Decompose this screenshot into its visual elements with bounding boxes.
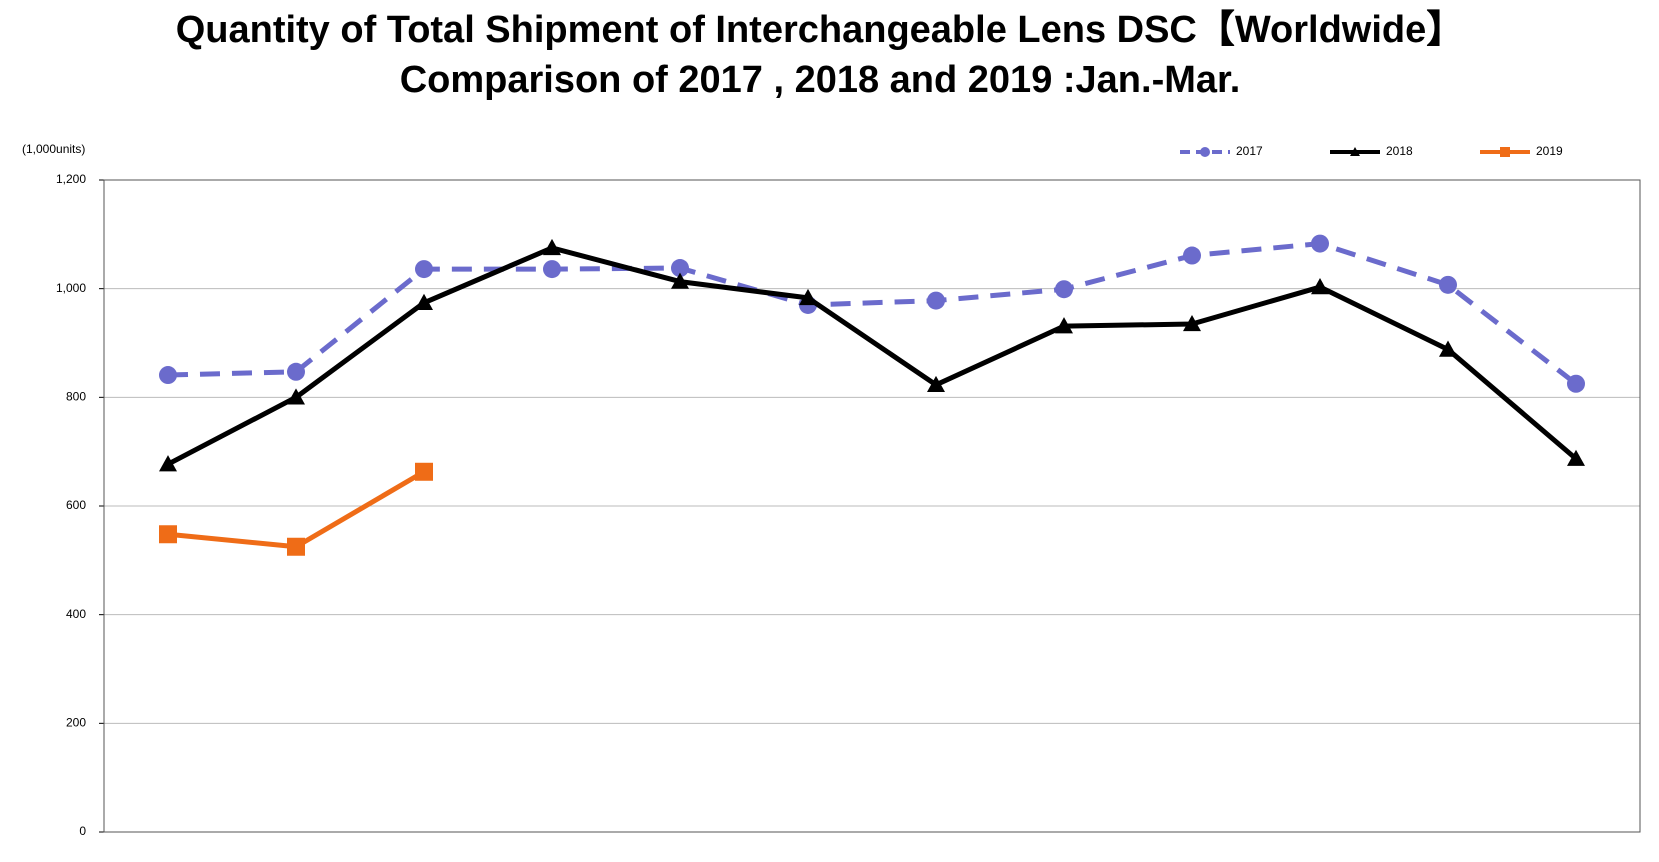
marker: [1567, 374, 1585, 393]
marker: [159, 455, 177, 472]
marker: [543, 260, 561, 279]
marker: [671, 272, 689, 289]
marker: [1183, 246, 1201, 265]
y-axis-label: (1,000units): [22, 142, 85, 156]
marker: [1311, 278, 1329, 295]
marker: [415, 462, 433, 481]
plot-frame: [103, 179, 1641, 833]
legend-label: 2017: [1236, 144, 1263, 158]
marker: [1183, 314, 1201, 332]
y-tick-label: 400: [66, 607, 86, 621]
marker: [415, 293, 433, 310]
marker: [799, 288, 817, 306]
marker: [1567, 449, 1585, 466]
marker: [1055, 317, 1073, 334]
y-tick-label: 600: [66, 498, 86, 512]
marker: [1500, 147, 1510, 157]
marker: [159, 525, 177, 544]
legend-label: 2018: [1386, 144, 1413, 158]
marker: [543, 238, 561, 256]
marker: [1439, 340, 1457, 357]
marker: [927, 291, 945, 310]
chart-title: Quantity of Total Shipment of Interchang…: [176, 9, 1465, 51]
marker: [287, 362, 305, 381]
series-line: [167, 241, 1578, 386]
marker: [1439, 275, 1457, 294]
marker: [1055, 280, 1073, 299]
marker: [287, 537, 305, 556]
y-tick-label: 1,000: [56, 281, 86, 295]
y-tick-label: 0: [79, 824, 86, 838]
y-tick-label: 1,200: [56, 172, 86, 186]
marker: [1311, 234, 1329, 253]
y-tick-label: 800: [66, 390, 86, 404]
series-line: [167, 469, 426, 550]
legend-label: 2019: [1536, 144, 1563, 158]
marker: [415, 260, 433, 279]
marker: [159, 366, 177, 385]
marker: [1200, 147, 1210, 157]
chart-subtitle: Comparison of 2017 , 2018 and 2019 :Jan.…: [400, 59, 1241, 101]
marker: [927, 375, 945, 393]
marker: [287, 388, 305, 405]
series-line: [166, 245, 1578, 467]
y-tick-label: 200: [66, 716, 86, 730]
marker: [671, 259, 689, 278]
marker: [1350, 147, 1360, 156]
